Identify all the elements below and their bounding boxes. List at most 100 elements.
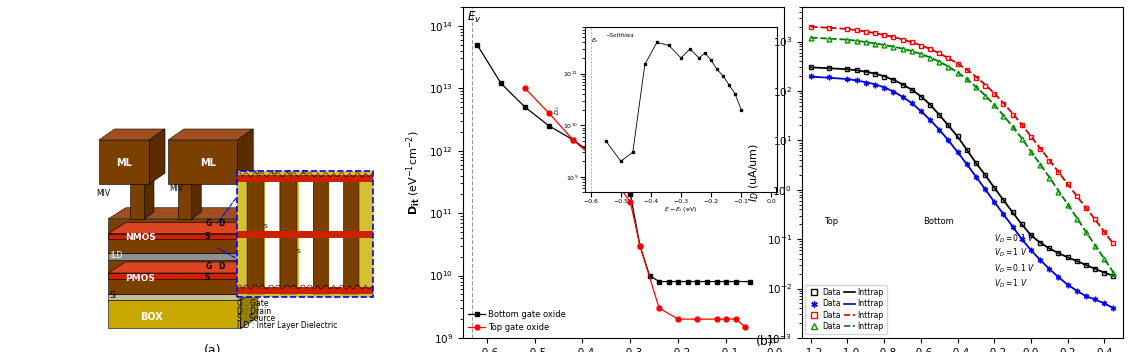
- Polygon shape: [144, 177, 154, 219]
- Polygon shape: [237, 287, 373, 294]
- Polygon shape: [240, 249, 257, 294]
- Text: S: S: [204, 272, 210, 282]
- Polygon shape: [150, 129, 166, 184]
- Top gate oxide: [671, 317, 685, 321]
- Polygon shape: [299, 179, 313, 294]
- Polygon shape: [108, 219, 240, 253]
- Text: D : Drain: D : Drain: [237, 307, 272, 316]
- Polygon shape: [108, 222, 257, 234]
- Top gate oxide: [542, 111, 556, 115]
- Text: D: D: [219, 219, 225, 228]
- Bottom gate oxide: [604, 167, 618, 171]
- Text: G: G: [206, 262, 212, 271]
- Bottom gate oxide: [682, 279, 695, 284]
- Text: $V_D=1\ V$: $V_D=1\ V$: [995, 278, 1029, 290]
- Top gate oxide: [633, 244, 646, 248]
- Text: S: S: [263, 224, 268, 229]
- Top gate oxide: [652, 306, 666, 310]
- Text: ILD : Inter Layer Dielectric: ILD : Inter Layer Dielectric: [237, 321, 338, 330]
- Bottom gate oxide: [633, 244, 646, 248]
- Polygon shape: [237, 171, 373, 297]
- Polygon shape: [240, 222, 257, 239]
- Y-axis label: $I_D$ (uA/um): $I_D$ (uA/um): [747, 143, 761, 202]
- Polygon shape: [178, 177, 201, 184]
- Top gate oxide: [738, 325, 752, 329]
- Text: $V_D=1\ V$: $V_D=1\ V$: [995, 247, 1029, 259]
- Text: S: S: [204, 232, 210, 241]
- Text: BOX: BOX: [139, 313, 162, 322]
- Text: MIV: MIV: [169, 184, 183, 193]
- Bottom gate oxide: [471, 43, 484, 47]
- Line: Top gate oxide: Top gate oxide: [523, 86, 747, 329]
- Y-axis label: $\mathbf{D_{it}}$ (eV$^{-1}$cm$^{-2}$): $\mathbf{D_{it}}$ (eV$^{-1}$cm$^{-2}$): [405, 130, 423, 215]
- Text: D: D: [302, 170, 306, 175]
- Polygon shape: [108, 208, 257, 219]
- Polygon shape: [237, 231, 373, 238]
- Polygon shape: [108, 262, 257, 273]
- Bottom gate oxide: [542, 124, 556, 128]
- Polygon shape: [313, 179, 330, 294]
- Legend: Bottom gate oxide, Top gate oxide: Bottom gate oxide, Top gate oxide: [467, 308, 568, 334]
- Polygon shape: [247, 179, 264, 294]
- Text: ILD: ILD: [110, 251, 122, 260]
- Bottom gate oxide: [585, 151, 599, 156]
- Polygon shape: [108, 253, 240, 260]
- Line: Bottom gate oxide: Bottom gate oxide: [475, 42, 753, 284]
- Polygon shape: [341, 179, 358, 294]
- Top gate oxide: [719, 317, 733, 321]
- Bottom gate oxide: [671, 279, 685, 284]
- Polygon shape: [280, 179, 297, 294]
- Text: G : Gate: G : Gate: [237, 300, 269, 308]
- Bottom gate oxide: [566, 138, 579, 142]
- Bottom gate oxide: [652, 279, 666, 284]
- Text: Si: Si: [110, 291, 117, 300]
- Bottom gate oxide: [494, 81, 508, 86]
- Polygon shape: [108, 243, 257, 253]
- Bottom gate oxide: [700, 279, 713, 284]
- Bottom gate oxide: [691, 279, 704, 284]
- Text: ML: ML: [200, 158, 215, 168]
- Text: (b): (b): [755, 335, 773, 347]
- Top gate oxide: [585, 155, 599, 159]
- Text: $V_D=0.1\ V$: $V_D=0.1\ V$: [995, 263, 1035, 275]
- Text: Top: Top: [824, 217, 838, 226]
- Polygon shape: [108, 249, 257, 260]
- Polygon shape: [108, 273, 240, 279]
- Text: (a): (a): [203, 344, 221, 352]
- Top gate oxide: [691, 317, 704, 321]
- Top gate oxide: [710, 317, 723, 321]
- Bottom gate oxide: [624, 192, 637, 196]
- Text: NMOS: NMOS: [126, 233, 156, 241]
- Bottom gate oxide: [643, 274, 657, 278]
- Top gate oxide: [604, 174, 618, 178]
- Text: S : Source: S : Source: [237, 314, 276, 323]
- Bottom gate oxide: [729, 279, 743, 284]
- Text: G: G: [206, 219, 212, 228]
- Text: $E_v$: $E_v$: [467, 10, 482, 25]
- Bottom gate oxide: [719, 279, 733, 284]
- Text: MIV: MIV: [96, 189, 111, 198]
- Text: S: S: [297, 249, 301, 254]
- Polygon shape: [237, 175, 373, 182]
- Top gate oxide: [624, 200, 637, 204]
- Polygon shape: [240, 289, 257, 328]
- Text: D: D: [271, 170, 277, 175]
- Polygon shape: [240, 262, 257, 279]
- Polygon shape: [130, 177, 154, 184]
- Polygon shape: [108, 260, 240, 294]
- Legend: Data, Data, Data, Data, Inttrap, Inttrap, Inttrap, Inttrap: Data, Data, Data, Data, Inttrap, Inttrap…: [805, 285, 887, 334]
- Polygon shape: [108, 300, 240, 328]
- Bottom gate oxide: [744, 279, 758, 284]
- Bottom gate oxide: [662, 279, 676, 284]
- Text: D: D: [219, 262, 225, 271]
- Top gate oxide: [518, 86, 532, 90]
- Top gate oxide: [566, 138, 579, 142]
- Polygon shape: [130, 184, 144, 219]
- Text: ML: ML: [116, 158, 132, 168]
- Text: G: G: [287, 170, 291, 175]
- Bottom gate oxide: [710, 279, 723, 284]
- Polygon shape: [240, 283, 257, 300]
- Polygon shape: [240, 243, 257, 260]
- Polygon shape: [108, 234, 240, 239]
- Text: G: G: [255, 170, 260, 175]
